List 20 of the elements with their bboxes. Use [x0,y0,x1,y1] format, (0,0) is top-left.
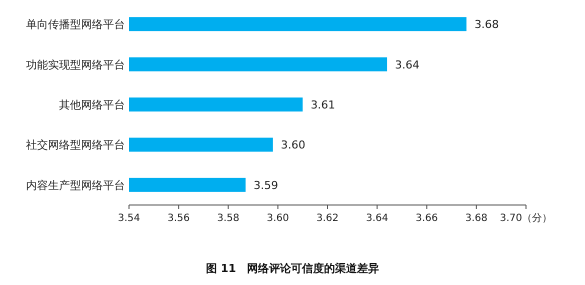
y-tick-label: 单向传播型网络平台 [26,18,125,32]
x-tick-label: 3.62 [316,213,339,224]
data-label: 3.68 [474,18,499,32]
y-tick-label: 社交网络型网络平台 [26,138,125,152]
data-label: 3.61 [310,98,336,112]
x-tick-label: 3.54 [118,213,140,224]
x-tick-label: 3.60 [266,213,290,224]
x-tick-label: 3.70（分） [500,212,552,224]
text: 图 11 网络评论可信度的渠道差异 [206,262,380,275]
x-tick-label: 3.56 [167,213,190,224]
y-tick-label: 内容生产型网络平台 [26,178,125,192]
data-label: 3.60 [280,138,306,152]
y-tick-label: 功能实现型网络平台 [26,58,125,72]
y-tick-label: 其他网络平台 [59,98,125,112]
x-tick-label: 3.68 [465,213,488,224]
data-label: 3.64 [395,58,420,72]
data-label: 3.59 [254,178,278,192]
x-tick-label: 3.66 [416,213,438,224]
x-tick-label: 3.58 [217,213,240,224]
x-tick-label: 3.64 [366,213,388,224]
